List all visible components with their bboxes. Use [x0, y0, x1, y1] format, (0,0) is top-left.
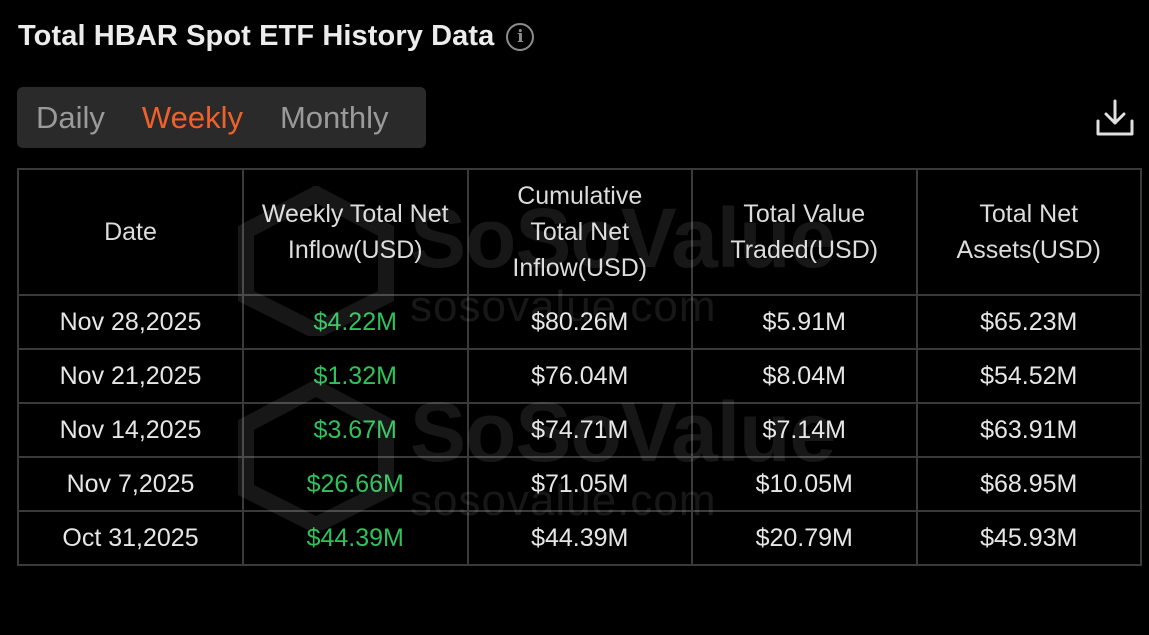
cell-value-traded: $10.05M: [691, 456, 918, 512]
title-row: Total HBAR Spot ETF History Data i: [18, 20, 535, 53]
cell-date: Nov 7,2025: [17, 456, 244, 512]
tab-monthly[interactable]: Monthly: [279, 99, 389, 135]
cell-net-assets: $68.95M: [915, 456, 1142, 512]
table-row: Nov 21,2025 $1.32M $76.04M $8.04M $54.52…: [17, 348, 1142, 404]
cell-cumulative-inflow: $74.71M: [466, 402, 693, 458]
col-header-date[interactable]: Date: [17, 168, 244, 296]
cell-weekly-inflow: $4.22M: [242, 294, 469, 350]
cell-weekly-inflow: $26.66M: [242, 456, 469, 512]
cell-weekly-inflow: $44.39M: [242, 510, 469, 566]
table-row: Nov 14,2025 $3.67M $74.71M $7.14M $63.91…: [17, 402, 1142, 458]
cell-net-assets: $63.91M: [915, 402, 1142, 458]
cell-date: Nov 14,2025: [17, 402, 244, 458]
table-row: Oct 31,2025 $44.39M $44.39M $20.79M $45.…: [17, 510, 1142, 566]
history-table: Date Weekly Total Net Inflow(USD) Cumula…: [17, 168, 1142, 566]
col-header-weekly-inflow[interactable]: Weekly Total Net Inflow(USD): [242, 168, 469, 296]
cell-net-assets: $65.23M: [915, 294, 1142, 350]
cell-value-traded: $7.14M: [691, 402, 918, 458]
tab-weekly[interactable]: Weekly: [141, 99, 243, 135]
cell-value-traded: $5.91M: [691, 294, 918, 350]
table-row: Nov 28,2025 $4.22M $80.26M $5.91M $65.23…: [17, 294, 1142, 350]
period-tabs: Daily Weekly Monthly: [17, 87, 426, 148]
col-header-net-assets-label: Total Net Assets(USD): [956, 200, 1101, 264]
download-icon[interactable]: [1094, 97, 1136, 139]
cell-net-assets: $45.93M: [915, 510, 1142, 566]
cell-cumulative-inflow: $44.39M: [466, 510, 693, 566]
col-header-value-traded-label: Total Value Traded(USD): [730, 200, 879, 264]
page-title: Total HBAR Spot ETF History Data: [18, 20, 495, 52]
cell-weekly-inflow: $3.67M: [242, 402, 469, 458]
cell-cumulative-inflow: $80.26M: [466, 294, 693, 350]
cell-date: Oct 31,2025: [17, 510, 244, 566]
info-icon[interactable]: i: [506, 22, 535, 51]
col-header-value-traded[interactable]: Total Value Traded(USD): [691, 168, 918, 296]
cell-net-assets: $54.52M: [915, 348, 1142, 404]
cell-weekly-inflow: $1.32M: [242, 348, 469, 404]
col-header-weekly-inflow-label: Weekly Total Net Inflow(USD): [261, 200, 449, 264]
cell-value-traded: $20.79M: [691, 510, 918, 566]
tab-daily[interactable]: Daily: [36, 99, 105, 135]
table-row: Nov 7,2025 $26.66M $71.05M $10.05M $68.9…: [17, 456, 1142, 512]
cell-value-traded: $8.04M: [691, 348, 918, 404]
cell-cumulative-inflow: $71.05M: [466, 456, 693, 512]
cell-date: Nov 21,2025: [17, 348, 244, 404]
cell-cumulative-inflow: $76.04M: [466, 348, 693, 404]
col-header-cumulative-inflow[interactable]: Cumulative Total Net Inflow(USD): [466, 168, 693, 296]
cell-date: Nov 28,2025: [17, 294, 244, 350]
table-header-row: Date Weekly Total Net Inflow(USD) Cumula…: [17, 168, 1142, 296]
history-table-wrap: Date Weekly Total Net Inflow(USD) Cumula…: [17, 168, 1142, 566]
col-header-net-assets[interactable]: Total Net Assets(USD): [915, 168, 1142, 296]
col-header-cumulative-inflow-label: Cumulative Total Net Inflow(USD): [512, 182, 648, 282]
